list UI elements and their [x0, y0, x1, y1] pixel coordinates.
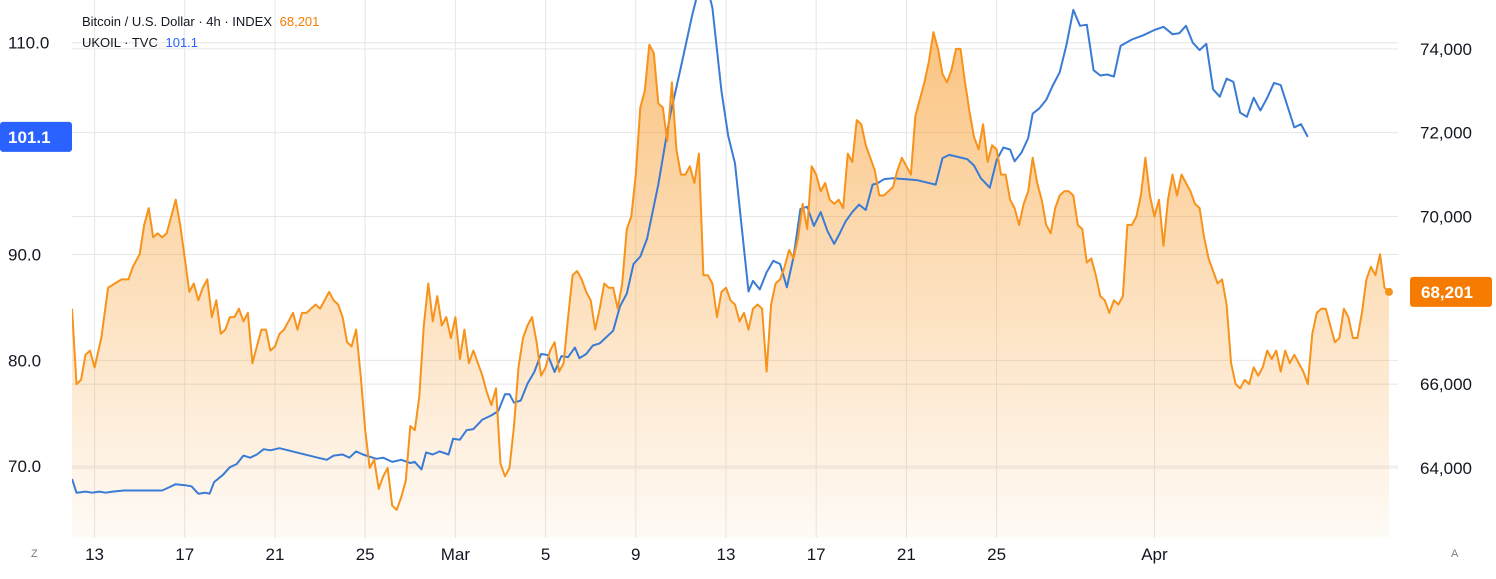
legend-btc-label: Bitcoin / U.S. Dollar · 4h · INDEX — [82, 14, 272, 29]
left-tick-label: 90.0 — [8, 245, 41, 264]
x-tick-label: 13 — [717, 545, 736, 564]
x-tick-label: 17 — [175, 545, 194, 564]
auto-scale-corner-label[interactable]: A — [1451, 548, 1459, 560]
legend-oil-label: UKOIL · TVC — [82, 35, 158, 50]
left-tick-label: 70.0 — [8, 457, 41, 476]
x-tick-label: 5 — [541, 545, 550, 564]
oil-last-value: 101.1 — [8, 128, 51, 147]
legend-btc-value: 68,201 — [279, 14, 320, 29]
right-tick-label: 66,000 — [1420, 375, 1472, 394]
oil-last-badge — [0, 121, 72, 152]
x-tick-label: Mar — [441, 545, 471, 564]
last-value-labels: 101.1 68,201 — [0, 121, 1492, 307]
x-tick-label: 21 — [265, 545, 284, 564]
btc-series-line[interactable] — [72, 31, 1390, 511]
left-tick-label: 80.0 — [8, 351, 41, 370]
x-tick-label: Apr — [1141, 545, 1168, 564]
x-tick-label: 25 — [987, 545, 1006, 564]
oil-series-line[interactable] — [72, 0, 1309, 495]
btc-area — [72, 32, 1389, 538]
right-axis: 64,000 66,000 70,000 72,000 74,000 — [1420, 40, 1472, 478]
timezone-corner-label[interactable]: Z — [31, 548, 38, 560]
x-tick-label: 25 — [356, 545, 375, 564]
right-tick-label: 70,000 — [1420, 207, 1472, 226]
legend-btc[interactable]: Bitcoin / U.S. Dollar · 4h · INDEX 68,20… — [82, 11, 319, 32]
left-axis: 70.0 80.0 90.0 110.0 — [8, 34, 49, 476]
right-tick-label: 64,000 — [1420, 459, 1472, 478]
right-tick-label: 74,000 — [1420, 40, 1472, 59]
legend-oil[interactable]: UKOIL · TVC 101.1 — [82, 32, 319, 53]
x-axis: 13 17 21 25 Mar 5 9 13 17 21 25 Apr — [85, 545, 1168, 564]
left-tick-label: 110.0 — [8, 34, 49, 53]
legend-oil-value: 101.1 — [165, 35, 199, 50]
right-tick-label: 72,000 — [1420, 124, 1472, 143]
x-tick-label: 17 — [807, 545, 826, 564]
x-tick-label: 9 — [631, 545, 640, 564]
legend: Bitcoin / U.S. Dollar · 4h · INDEX 68,20… — [82, 11, 319, 53]
btc-last-value: 68,201 — [1421, 283, 1473, 302]
x-tick-label: 13 — [85, 545, 104, 564]
btc-last-badge — [1410, 276, 1492, 307]
x-tick-label: 21 — [897, 545, 916, 564]
btc-last-point — [1384, 287, 1393, 296]
